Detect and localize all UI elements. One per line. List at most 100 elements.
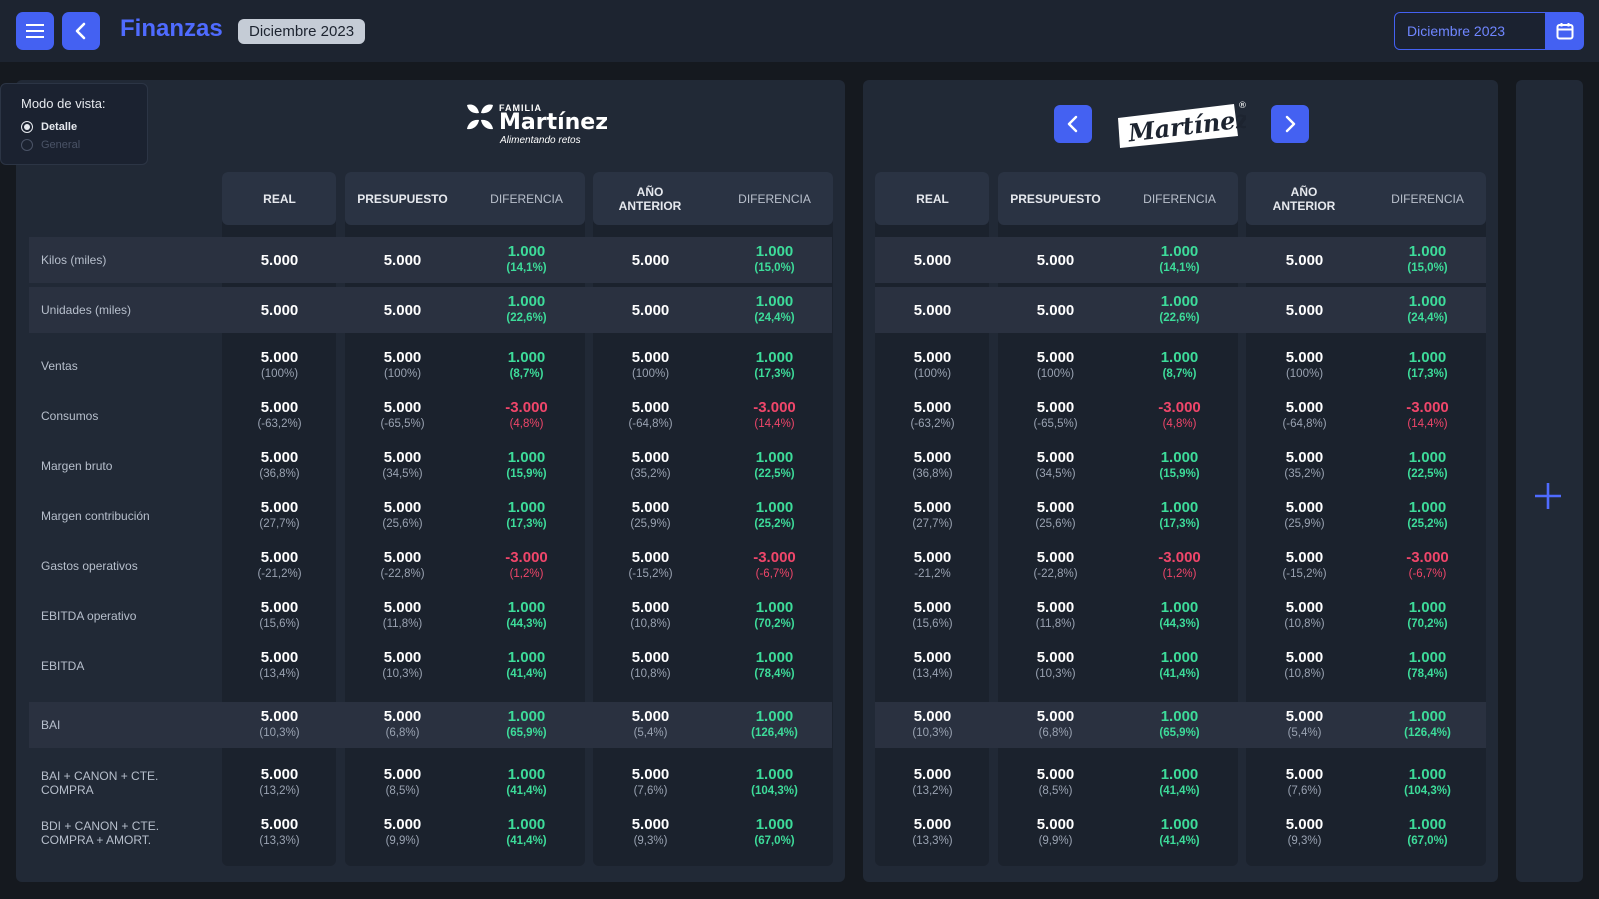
row-label: EBITDA (41, 659, 85, 673)
cell-value: 5.000 (260, 549, 299, 566)
back-icon (75, 22, 86, 40)
left-header-ano-anterior: AÑO ANTERIOR (618, 184, 682, 213)
cell-percent: (10,3%) (382, 668, 423, 680)
row-label: Gastos operativos (41, 559, 138, 573)
left-row-band (29, 702, 832, 748)
left-row-band (29, 237, 832, 283)
cell-percent: (35,2%) (1284, 468, 1325, 480)
view-mode-detalle[interactable]: Detalle (21, 118, 147, 136)
cell-value: 5.000 (1285, 766, 1324, 783)
left-cell: 5.000 (34,5%) (345, 443, 460, 489)
cell-percent: (14,4%) (1407, 418, 1448, 430)
left-cell: 1.000 (17,3%) (717, 343, 832, 389)
left-cell: 5.000 (5,4%) (593, 702, 708, 748)
right-cell: 1.000 (25,2%) (1370, 493, 1485, 539)
cell-value: 1.000 (1160, 243, 1199, 260)
cell-percent: (36,8%) (259, 468, 300, 480)
view-mode-general-label: General (41, 139, 81, 151)
cell-percent: (41,4%) (506, 835, 547, 847)
left-cell: 5.000 (25,9%) (593, 493, 708, 539)
right-cell: 5.000 (10,8%) (1247, 593, 1362, 639)
cell-value: 5.000 (1285, 499, 1324, 516)
cell-value: 1.000 (1160, 449, 1199, 466)
prev-brand-button[interactable] (1054, 105, 1092, 143)
left-header-group-1 (345, 172, 585, 225)
cell-value: 1.000 (507, 708, 546, 725)
cell-percent: (9,3%) (633, 835, 668, 847)
left-cell: 5.000 (222, 237, 337, 283)
left-cell: 5.000 (-21,2%) (222, 543, 337, 589)
cell-value: 5.000 (631, 399, 670, 416)
cell-percent: (78,4%) (754, 668, 795, 680)
right-cell: -3.000 (4,8%) (1122, 393, 1237, 439)
cell-percent: (8,7%) (509, 368, 544, 380)
view-mode-general[interactable]: General (21, 136, 147, 154)
left-cell: 5.000 (13,2%) (222, 760, 337, 806)
cell-value: 5.000 (631, 549, 670, 566)
cell-percent: (22,5%) (754, 468, 795, 480)
row-label: Margen contribución (41, 509, 150, 523)
cell-value: 5.000 (631, 708, 670, 725)
cell-percent: (34,5%) (382, 468, 423, 480)
next-brand-button[interactable] (1271, 105, 1309, 143)
cell-percent: (6,8%) (385, 727, 420, 739)
cell-percent: (13,3%) (259, 835, 300, 847)
page-title: Finanzas (120, 15, 223, 42)
cell-percent: (41,4%) (506, 785, 547, 797)
row-label: BAI (41, 718, 61, 732)
cell-value: 5.000 (1036, 499, 1075, 516)
calendar-button[interactable] (1546, 12, 1584, 50)
calendar-icon (1556, 23, 1574, 40)
left-cell: 5.000 (9,9%) (345, 810, 460, 856)
cell-percent: (17,3%) (754, 368, 795, 380)
left-cell: 5.000 (13,3%) (222, 810, 337, 856)
right-cell: 5.000 (100%) (1247, 343, 1362, 389)
cell-percent: (44,3%) (1159, 618, 1200, 630)
cell-percent: (10,8%) (1284, 668, 1325, 680)
cell-percent: (100%) (383, 368, 422, 380)
right-cell: 5.000 (9,3%) (1247, 810, 1362, 856)
left-cell: 5.000 (345, 287, 460, 333)
cell-value: -3.000 (753, 399, 796, 416)
cell-value: 1.000 (507, 816, 546, 833)
date-picker-field[interactable]: Diciembre 2023 (1394, 12, 1546, 50)
cell-value: 5.000 (1036, 251, 1075, 269)
cell-percent: (78,4%) (1407, 668, 1448, 680)
cell-value: 1.000 (1408, 708, 1447, 725)
right-header-presupuesto: PRESUPUESTO (1010, 191, 1101, 206)
cell-value: 5.000 (1036, 549, 1075, 566)
cell-percent: (100%) (1285, 368, 1324, 380)
left-cell: -3.000 (4,8%) (469, 393, 584, 439)
cell-percent: (126,4%) (1404, 727, 1451, 739)
cell-value: 5.000 (1285, 449, 1324, 466)
cell-percent: (-65,5%) (1033, 418, 1078, 430)
cell-value: 1.000 (1160, 499, 1199, 516)
cell-value: 5.000 (260, 251, 299, 269)
back-button[interactable] (62, 12, 100, 50)
right-cell: 1.000 (15,0%) (1370, 237, 1485, 283)
left-cell: 5.000 (13,4%) (222, 643, 337, 689)
cell-value: 5.000 (913, 549, 952, 566)
cell-value: 1.000 (507, 499, 546, 516)
plus-icon[interactable] (1532, 480, 1564, 512)
cell-percent: (5,4%) (633, 727, 668, 739)
menu-button[interactable] (16, 12, 54, 50)
left-cell: 1.000 (67,0%) (717, 810, 832, 856)
left-cell: 5.000 (100%) (222, 343, 337, 389)
cell-value: 1.000 (507, 649, 546, 666)
cell-value: 5.000 (260, 499, 299, 516)
left-cell: 1.000 (8,7%) (469, 343, 584, 389)
right-cell: 5.000 (875, 287, 990, 333)
cell-value: 1.000 (755, 243, 794, 260)
cell-percent: (1,2%) (1162, 568, 1197, 580)
cell-percent: (-15,2%) (1282, 568, 1327, 580)
cell-value: -3.000 (1158, 549, 1201, 566)
cell-percent: (6,8%) (1038, 727, 1073, 739)
cell-percent: (8,7%) (1162, 368, 1197, 380)
left-cell: 5.000 (10,3%) (222, 702, 337, 748)
cell-value: 5.000 (1036, 449, 1075, 466)
cell-value: 5.000 (1036, 301, 1075, 319)
right-cell: 5.000 (875, 237, 990, 283)
cell-percent: (100%) (631, 368, 670, 380)
familia-martinez-tagline: Alimentando retos (500, 135, 581, 146)
